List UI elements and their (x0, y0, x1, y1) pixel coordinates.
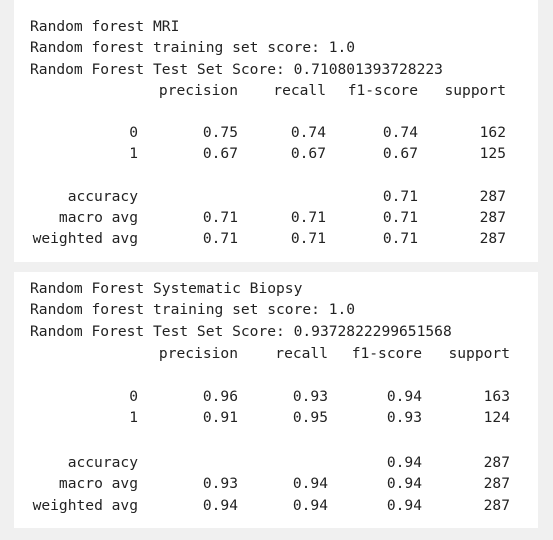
row-label: accuracy (67, 188, 138, 205)
header-recall: recall (273, 82, 326, 99)
cell-f1: 0.71 (382, 230, 418, 247)
classification-report-systematic-biopsy: Random Forest Systematic Biopsy Random f… (14, 272, 538, 528)
cell-recall: 0.71 (290, 209, 326, 226)
test-score-line: Random Forest Test Set Score: 0.93728222… (30, 323, 452, 340)
cell-recall: 0.74 (290, 124, 326, 141)
cell-f1: 0.71 (382, 188, 418, 205)
cell-support: 287 (483, 475, 510, 492)
cell-recall: 0.95 (292, 409, 328, 426)
header-precision: precision (158, 82, 238, 99)
cell-f1: 0.71 (382, 209, 418, 226)
cell-support: 287 (483, 454, 510, 471)
row-label: macro avg (58, 475, 138, 492)
cell-recall: 0.71 (290, 230, 326, 247)
row-label: 0 (129, 388, 138, 405)
cell-precision: 0.93 (202, 475, 238, 492)
cell-precision: 0.67 (202, 145, 238, 162)
training-score-line: Random forest training set score: 1.0 (30, 301, 356, 318)
row-label: weighted avg (32, 497, 138, 514)
cell-recall: 0.93 (292, 388, 328, 405)
report-title: Random forest MRI (30, 18, 180, 35)
cell-precision: 0.71 (202, 209, 238, 226)
report-title: Random Forest Systematic Biopsy (30, 280, 303, 297)
row-label: accuracy (67, 454, 138, 471)
cell-f1: 0.93 (386, 409, 422, 426)
cell-support: 287 (479, 209, 506, 226)
row-label: weighted avg (32, 230, 138, 247)
header-support: support (444, 82, 506, 99)
row-label: 0 (129, 124, 138, 141)
cell-precision: 0.75 (202, 124, 238, 141)
cell-f1: 0.94 (386, 497, 422, 514)
test-score-line: Random Forest Test Set Score: 0.71080139… (30, 61, 443, 78)
cell-recall: 0.67 (290, 145, 326, 162)
training-score-line: Random forest training set score: 1.0 (30, 39, 356, 56)
header-f1-score: f1-score (351, 345, 422, 362)
cell-precision: 0.91 (202, 409, 238, 426)
cell-recall: 0.94 (292, 475, 328, 492)
header-f1-score: f1-score (347, 82, 418, 99)
cell-support: 287 (479, 230, 506, 247)
cell-precision: 0.71 (202, 230, 238, 247)
cell-support: 124 (483, 409, 510, 426)
cell-support: 287 (483, 497, 510, 514)
row-label: 1 (129, 145, 138, 162)
cell-precision: 0.94 (202, 497, 238, 514)
cell-f1: 0.94 (386, 454, 422, 471)
cell-support: 162 (479, 124, 506, 141)
cell-recall: 0.94 (292, 497, 328, 514)
cell-support: 287 (479, 188, 506, 205)
cell-f1: 0.94 (386, 475, 422, 492)
classification-report-mri: Random forest MRI Random forest training… (14, 0, 538, 262)
cell-f1: 0.74 (382, 124, 418, 141)
row-label: macro avg (58, 209, 138, 226)
cell-f1: 0.67 (382, 145, 418, 162)
cell-precision: 0.96 (202, 388, 238, 405)
header-support: support (448, 345, 510, 362)
row-label: 1 (129, 409, 138, 426)
header-precision: precision (158, 345, 238, 362)
header-recall: recall (275, 345, 328, 362)
cell-support: 163 (483, 388, 510, 405)
cell-support: 125 (479, 145, 506, 162)
cell-f1: 0.94 (386, 388, 422, 405)
